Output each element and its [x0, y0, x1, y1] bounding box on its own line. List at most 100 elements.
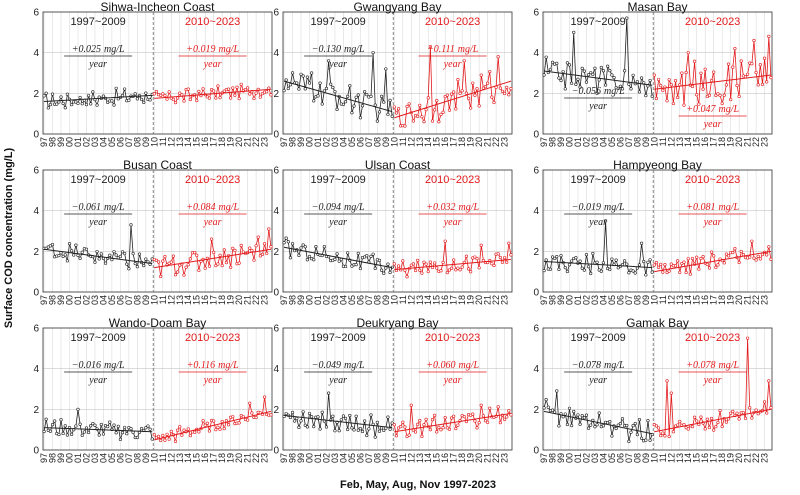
- data-point: [67, 241, 72, 246]
- period-label-first: 1997~2009: [570, 332, 625, 344]
- panel-8: 0246979899000102030405060708091011121314…: [533, 316, 773, 463]
- data-point: [365, 92, 369, 97]
- data-point: [246, 86, 250, 90]
- data-point: [709, 416, 714, 421]
- y-tick-label: 0: [273, 446, 279, 457]
- data-point: [205, 421, 209, 425]
- data-point: [620, 417, 625, 421]
- data-point: [382, 100, 386, 104]
- data-point: [435, 99, 439, 103]
- x-tick-label: 08: [632, 295, 642, 305]
- data-point: [411, 262, 416, 266]
- x-tick-label: 08: [132, 137, 142, 147]
- panel-title: Wando-Doam Bay: [109, 316, 207, 330]
- x-tick-label: 01: [313, 453, 323, 463]
- data-point: [601, 69, 606, 73]
- data-point: [616, 86, 620, 90]
- data-point: [171, 97, 176, 101]
- data-point: [765, 411, 769, 415]
- x-tick-label: 19: [466, 137, 476, 147]
- data-point: [97, 257, 101, 261]
- x-tick-label: 08: [372, 137, 382, 147]
- data-point: [129, 223, 133, 227]
- data-point: [159, 93, 163, 97]
- x-tick-label: 08: [632, 453, 642, 463]
- slope-value: +0.032 mg/L: [426, 202, 479, 213]
- data-point: [705, 417, 709, 421]
- data-point: [182, 99, 186, 103]
- x-tick-label: 11: [158, 295, 168, 304]
- data-point: [346, 94, 350, 98]
- x-tick-label: 08: [132, 295, 142, 305]
- data-point: [89, 102, 93, 106]
- data-point: [352, 428, 356, 432]
- data-point: [469, 270, 473, 274]
- x-tick-label: 01: [73, 137, 83, 147]
- x-tick-label: 02: [81, 295, 91, 305]
- data-point: [718, 93, 722, 97]
- x-tick-label: 10: [389, 137, 399, 147]
- x-tick-label: 13: [675, 137, 685, 147]
- data-point: [142, 100, 146, 104]
- panel-6: 0246979899000102030405060708091011121314…: [33, 316, 273, 463]
- data-point: [656, 265, 661, 270]
- data-point: [612, 76, 616, 80]
- data-point: [341, 102, 346, 106]
- x-tick-label: 15: [432, 453, 442, 463]
- data-point: [146, 424, 150, 428]
- data-point: [388, 98, 392, 102]
- data-point: [354, 95, 358, 99]
- x-tick-label: 04: [598, 137, 608, 147]
- data-point: [163, 255, 167, 259]
- data-point: [582, 268, 586, 272]
- data-point: [396, 107, 401, 111]
- x-tick-label: 07: [624, 295, 634, 305]
- slope-value: −0.056 mg/L: [572, 86, 625, 97]
- data-point: [214, 96, 218, 100]
- data-point: [739, 59, 743, 63]
- data-point: [288, 83, 293, 87]
- data-point: [580, 413, 584, 418]
- data-point: [220, 419, 224, 424]
- slope-denominator: year: [703, 217, 722, 228]
- data-point: [509, 87, 513, 91]
- data-point: [394, 434, 399, 438]
- slope-unit: mg/L: [218, 360, 239, 371]
- data-point: [133, 92, 137, 96]
- data-point: [316, 94, 320, 98]
- period-label-second: 2010~2023: [685, 174, 740, 186]
- data-point: [154, 90, 159, 94]
- data-point: [546, 405, 550, 409]
- trend-line-2010-2023: [394, 412, 512, 433]
- data-point: [724, 83, 729, 87]
- data-point: [218, 95, 222, 100]
- data-point: [758, 63, 762, 67]
- x-tick-label: 97: [279, 453, 289, 463]
- x-tick-label: 17: [709, 137, 719, 147]
- data-point: [148, 427, 152, 431]
- data-point: [561, 70, 565, 74]
- data-point: [112, 423, 116, 427]
- data-point: [50, 92, 55, 96]
- slope-annotation-second: +0.116 mg/L year: [178, 360, 247, 386]
- data-point: [63, 106, 67, 110]
- data-point: [424, 108, 428, 112]
- x-tick-label: 19: [226, 295, 236, 305]
- data-point: [167, 437, 171, 441]
- slope-annotation-second: +0.032 mg/L year: [418, 202, 487, 228]
- data-point: [360, 104, 365, 108]
- data-point: [464, 91, 469, 95]
- data-point: [447, 427, 452, 431]
- trend-line-1997-2009: [283, 80, 393, 113]
- x-tick-label: 00: [565, 137, 575, 147]
- x-tick-label: 18: [717, 295, 727, 305]
- data-point: [475, 87, 479, 91]
- data-point: [570, 259, 574, 263]
- x-tick-label: 06: [615, 453, 625, 463]
- data-point: [413, 268, 418, 273]
- data-point: [686, 257, 690, 261]
- data-point: [584, 80, 589, 84]
- data-point: [724, 252, 729, 256]
- data-point: [471, 81, 475, 85]
- x-tick-label: 19: [466, 295, 476, 305]
